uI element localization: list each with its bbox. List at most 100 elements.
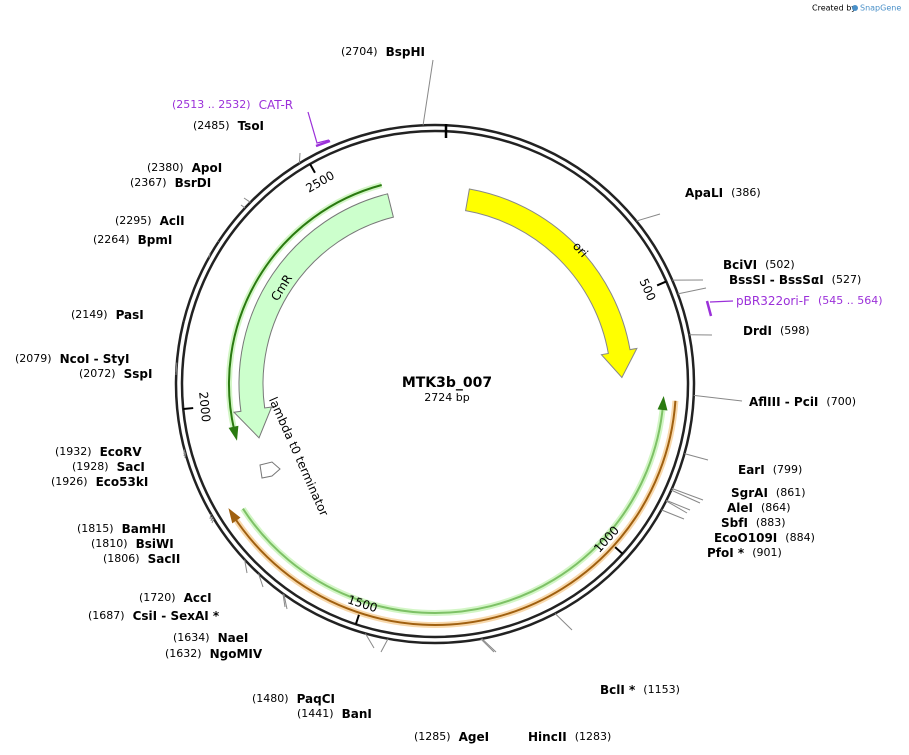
site-label: EarI (799) bbox=[738, 463, 802, 477]
primer-label: pBR322ori-F (545 .. 564) bbox=[736, 294, 883, 308]
site-position: (2367) bbox=[130, 176, 167, 189]
site-position: (1480) bbox=[252, 692, 289, 705]
site-name: NgoMIV bbox=[210, 647, 263, 661]
site-label: (2380) ApoI bbox=[147, 161, 222, 175]
site-position: (884) bbox=[785, 531, 815, 544]
site-name: AleI bbox=[727, 501, 753, 515]
site-label: (1932) EcoRV bbox=[55, 445, 142, 459]
site-label: (2704) BspHI bbox=[341, 45, 425, 59]
primer-name: CAT-R bbox=[259, 98, 294, 112]
tick-mark bbox=[183, 407, 194, 411]
site-position: (2079) bbox=[15, 352, 52, 365]
backbone-outer bbox=[174, 123, 696, 645]
site-position: (1806) bbox=[103, 552, 140, 565]
leader-line bbox=[298, 152, 301, 164]
site-position: (1153) bbox=[643, 683, 680, 696]
site-name: BanI bbox=[342, 707, 372, 721]
site-name: SbfI bbox=[721, 516, 748, 530]
feature-arc bbox=[242, 403, 665, 614]
site-label: EcoO109I (884) bbox=[714, 531, 815, 545]
leader-line bbox=[671, 488, 704, 501]
site-position: (1687) bbox=[88, 609, 125, 622]
site-position: (2149) bbox=[71, 308, 108, 321]
leader-line bbox=[283, 594, 288, 610]
leader-line bbox=[208, 252, 211, 258]
site-position: (2485) bbox=[193, 119, 230, 132]
site-position: (1720) bbox=[139, 591, 176, 604]
site-label: AleI (864) bbox=[727, 501, 791, 515]
primer-mark bbox=[705, 300, 713, 317]
site-position: (883) bbox=[756, 516, 786, 529]
site-position: (502) bbox=[765, 258, 795, 271]
primer-mark bbox=[315, 139, 331, 148]
site-name: AclI bbox=[160, 214, 185, 228]
leader-line bbox=[661, 509, 685, 520]
site-position: (1441) bbox=[297, 707, 334, 720]
leader-line bbox=[209, 513, 212, 520]
site-name: SgrAI bbox=[731, 486, 768, 500]
site-name: AccI bbox=[184, 591, 212, 605]
site-position: (2295) bbox=[115, 214, 152, 227]
feature-arc bbox=[232, 400, 677, 626]
site-name: AflIII - PciI bbox=[749, 395, 818, 409]
site-position: (2072) bbox=[79, 367, 116, 380]
leader-line bbox=[183, 451, 186, 457]
backbone-inner bbox=[180, 129, 690, 639]
site-name: EcoRV bbox=[100, 445, 143, 459]
site-name: NcoI - StyI bbox=[60, 352, 130, 366]
site-name: PasI bbox=[116, 308, 144, 322]
site-label: (1806) SacII bbox=[103, 552, 180, 566]
leader-line bbox=[175, 362, 178, 373]
site-name: SacII bbox=[148, 552, 181, 566]
site-position: (700) bbox=[826, 395, 856, 408]
leader-line bbox=[666, 499, 691, 511]
plasmid-length: 2724 bp bbox=[424, 391, 469, 404]
site-label: PfoI * (901) bbox=[707, 546, 782, 560]
site-name: DrdI bbox=[743, 324, 772, 338]
tick-mark bbox=[656, 280, 667, 287]
site-label: BciVI (502) bbox=[723, 258, 795, 272]
tick-mark bbox=[354, 614, 360, 625]
leader-line bbox=[243, 197, 251, 203]
site-label: SbfI (883) bbox=[721, 516, 786, 530]
cmr-arrow bbox=[232, 193, 394, 439]
leader-line bbox=[244, 559, 248, 574]
site-position: (901) bbox=[752, 546, 782, 559]
site-name: BpmI bbox=[138, 233, 173, 247]
primer-range: (545 .. 564) bbox=[818, 294, 883, 307]
arrowhead bbox=[657, 395, 668, 411]
site-label: ApaLI (386) bbox=[685, 186, 761, 200]
site-name: EcoO109I bbox=[714, 531, 777, 545]
site-label: (1926) Eco53kI bbox=[51, 475, 148, 489]
site-name: PfoI * bbox=[707, 546, 745, 560]
site-label: BssSI - BssSαI (527) bbox=[729, 273, 861, 287]
site-label: (2295) AclI bbox=[115, 214, 185, 228]
site-position: (598) bbox=[780, 324, 810, 337]
site-position: (1285) bbox=[414, 730, 451, 743]
site-position: (1810) bbox=[91, 537, 128, 550]
watermark-prefix: Created by bbox=[812, 4, 856, 13]
site-label: (2367) BsrDI bbox=[130, 176, 211, 190]
site-label: (1441) BanI bbox=[297, 707, 372, 721]
leader-line bbox=[422, 59, 434, 126]
tick-label: 2000 bbox=[196, 391, 213, 423]
leader-line bbox=[684, 453, 709, 461]
site-name: EarI bbox=[738, 463, 765, 477]
site-position: (799) bbox=[773, 463, 803, 476]
site-name: CsiI - SexAI * bbox=[133, 609, 220, 623]
site-position: (2264) bbox=[93, 233, 130, 246]
site-label: (1928) SacI bbox=[72, 460, 145, 474]
site-name: AgeI bbox=[459, 730, 489, 744]
leader-line bbox=[240, 204, 246, 209]
site-label: (1810) BsiWI bbox=[91, 537, 174, 551]
site-label: (2485) TsoI bbox=[193, 119, 264, 133]
primer-name: pBR322ori-F bbox=[736, 294, 810, 308]
site-position: (861) bbox=[776, 486, 806, 499]
site-position: (864) bbox=[761, 501, 791, 514]
site-name: TsoI bbox=[238, 119, 264, 133]
leader-line bbox=[480, 638, 495, 653]
leader-line bbox=[665, 500, 688, 514]
site-label: (1815) BamHI bbox=[77, 522, 166, 536]
leader-line bbox=[210, 516, 213, 522]
